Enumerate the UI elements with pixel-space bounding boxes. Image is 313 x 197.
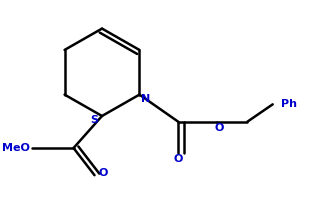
Text: O: O (98, 168, 108, 178)
Text: N: N (141, 94, 151, 103)
Text: O: O (174, 154, 183, 164)
Text: MeO: MeO (2, 143, 30, 153)
Text: S: S (90, 115, 99, 125)
Text: O: O (214, 123, 223, 133)
Text: Ph: Ph (281, 99, 297, 109)
